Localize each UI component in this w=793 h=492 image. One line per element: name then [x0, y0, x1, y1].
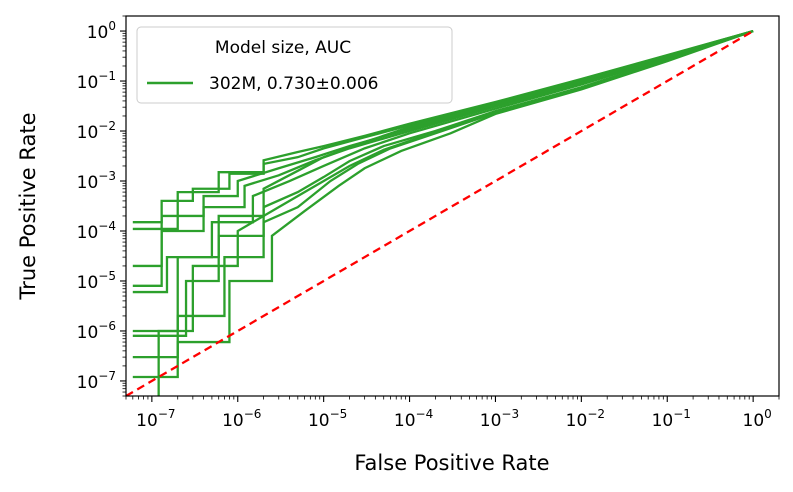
roc-curves	[132, 29, 754, 396]
y-tick-label: 10−3	[77, 169, 116, 193]
y-tick-label: 10−4	[77, 219, 116, 243]
plot-frame	[125, 15, 780, 397]
y-tick-label: 100	[87, 19, 116, 43]
x-axis-label: False Positive Rate	[354, 451, 549, 475]
roc-curve-10	[132, 29, 754, 379]
y-tick-label: 10−2	[77, 119, 116, 143]
roc-curve-9	[157, 29, 754, 396]
x-tick-label: 100	[743, 407, 772, 431]
x-axis-ticks: 10−7 10−6 10−5 10−4 10−3 10−2 10−1 100	[125, 396, 780, 431]
x-tick-label: 10−2	[566, 407, 605, 431]
y-tick-label: 10−5	[77, 269, 116, 293]
x-tick-label: 10−6	[222, 407, 261, 431]
y-axis-label: True Positive Rate	[16, 112, 40, 300]
roc-curve-2	[132, 29, 754, 231]
y-tick-label: 10−6	[77, 319, 116, 343]
x-tick-label: 10−5	[308, 407, 347, 431]
x-tick-label: 10−4	[394, 407, 433, 431]
y-tick-label: 10−1	[77, 69, 116, 93]
legend: Model size, AUC 302M, 0.730±0.006	[136, 26, 453, 104]
roc-curve-4	[132, 29, 754, 287]
x-tick-label: 10−3	[480, 407, 519, 431]
legend-title: Model size, AUC	[215, 38, 351, 58]
legend-box	[136, 26, 453, 104]
y-tick-label: 10−7	[77, 369, 116, 393]
chance-diagonal-line	[126, 30, 754, 396]
chance-diagonal	[126, 30, 754, 396]
roc-curve-8	[132, 29, 754, 294]
x-tick-label: 10−1	[652, 407, 691, 431]
legend-entry-label: 302M, 0.730±0.006	[209, 74, 379, 94]
x-tick-label: 10−7	[136, 407, 175, 431]
y-axis-ticks: 10−7 10−6 10−5 10−4 10−3 10−2 10−1 100	[77, 15, 126, 397]
